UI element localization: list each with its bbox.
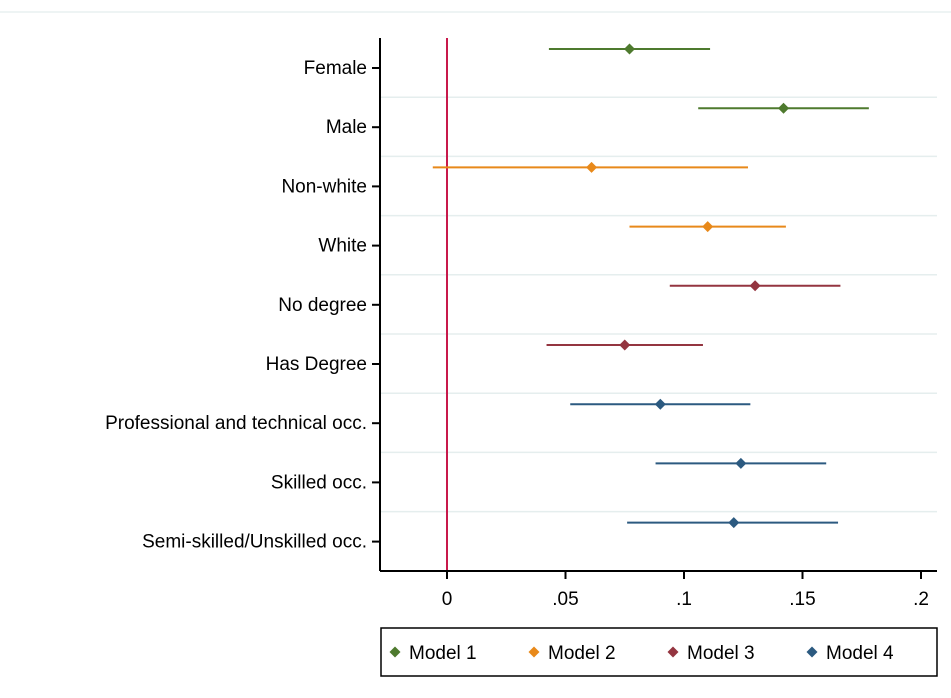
gridlines: [0, 11, 951, 513]
category-label: Male: [326, 117, 367, 138]
category-label: Skilled occ.: [271, 472, 367, 493]
point-estimate-marker: [702, 221, 714, 233]
legend-label: Model 4: [826, 643, 894, 664]
axes: 0 .05 .1 .15 .2: [372, 38, 937, 610]
category-label: Professional and technical occ.: [105, 413, 367, 434]
category-label: Semi-skilled/Unskilled occ.: [142, 532, 367, 553]
category-label: Non-white: [281, 176, 367, 197]
point-estimates: [586, 43, 790, 529]
category-label: No degree: [278, 295, 367, 316]
category-label: Has Degree: [266, 354, 367, 375]
x-tick-label: .05: [552, 589, 578, 610]
legend-marker: [667, 646, 679, 658]
x-tick-label: 0: [442, 589, 453, 610]
point-estimate-marker: [586, 161, 598, 173]
legend-marker: [806, 646, 818, 658]
confidence-intervals: [432, 48, 869, 524]
point-estimate-marker: [778, 102, 790, 114]
x-tick-label: .2: [913, 589, 929, 610]
x-tick-label: .1: [676, 589, 692, 610]
legend-marker: [389, 646, 401, 658]
legend-label: Model 2: [548, 643, 616, 664]
legend-box: [380, 627, 938, 677]
point-estimate-marker: [623, 43, 635, 55]
x-tick-label: .15: [789, 589, 815, 610]
category-labels: Female Male Non-white White No degree Has Deg…: [105, 58, 367, 553]
point-estimate-marker: [654, 398, 666, 410]
point-estimate-marker: [749, 280, 761, 292]
point-estimate-marker: [619, 339, 631, 351]
legend-marker: [528, 646, 540, 658]
point-estimate-marker: [728, 517, 740, 529]
category-label: White: [318, 236, 367, 257]
legend-label: Model 1: [409, 643, 477, 664]
category-label: Female: [304, 58, 367, 79]
legend-label: Model 3: [687, 643, 755, 664]
legend: Model 1 Model 2 Model 3 Model 4: [380, 627, 938, 677]
point-estimate-marker: [735, 457, 747, 469]
